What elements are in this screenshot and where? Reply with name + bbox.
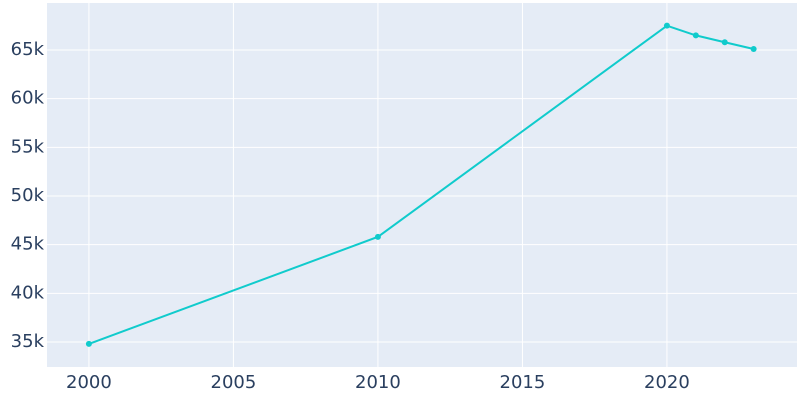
y-tick-label: 40k — [11, 282, 45, 303]
point — [721, 39, 728, 46]
x-tick-label: 2000 — [66, 372, 112, 393]
x-tick-label: 2005 — [211, 372, 257, 393]
y-tick-label: 65k — [11, 39, 45, 60]
y-tick-label: 45k — [11, 234, 45, 255]
point — [374, 233, 381, 240]
plot-background — [47, 3, 797, 367]
x-tick-label: 2020 — [644, 372, 690, 393]
series-line — [88, 24, 754, 345]
y-tick-label: 35k — [11, 331, 45, 352]
point — [663, 22, 670, 29]
y-tick-label: 55k — [11, 136, 45, 157]
point — [750, 46, 757, 53]
x-tick-label: 2010 — [355, 372, 401, 393]
point — [85, 340, 92, 347]
y-tick-label: 50k — [11, 185, 45, 206]
y-tick-label: 60k — [11, 88, 45, 109]
point — [692, 32, 699, 39]
x-tick-label: 2015 — [500, 372, 546, 393]
